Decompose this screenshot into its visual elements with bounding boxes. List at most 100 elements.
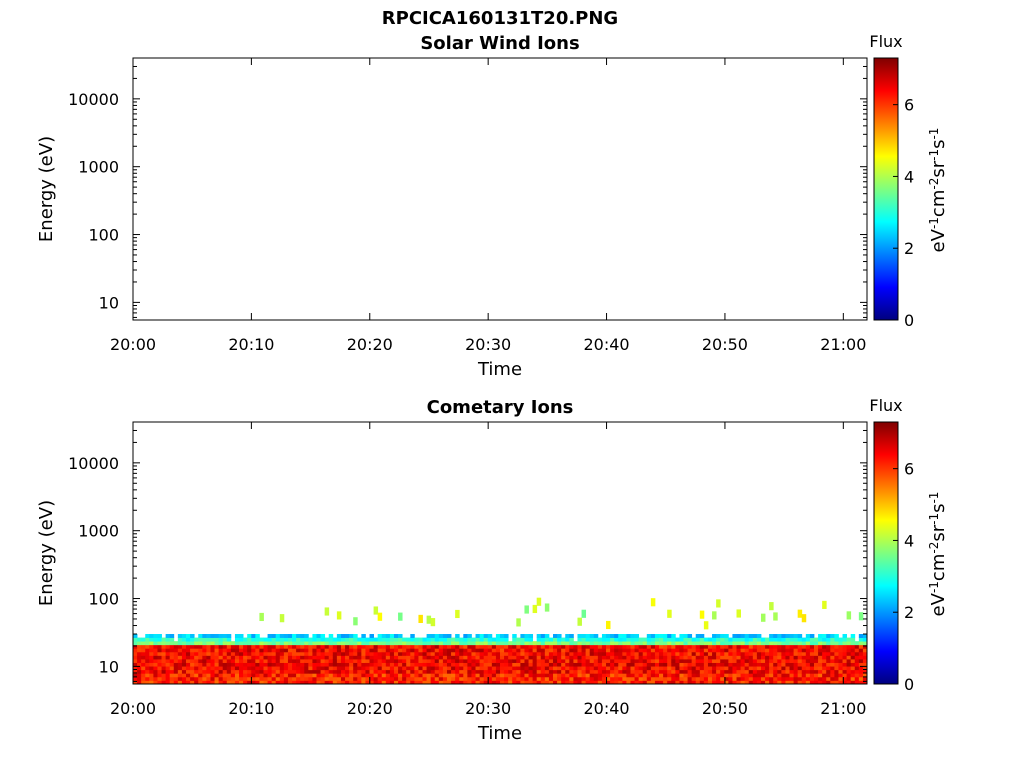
spectrogram-cell [589, 634, 595, 638]
spectrogram-cell [569, 651, 574, 656]
spectrogram-cell [544, 659, 550, 663]
spectrogram-cell [226, 662, 232, 667]
spectrogram-cell [479, 648, 485, 653]
spectrogram-cell [773, 673, 778, 678]
spectrogram-cell [349, 666, 354, 671]
spectrogram-cell [296, 641, 301, 646]
spectrogram-cell [455, 648, 460, 653]
spectrogram-cell [467, 644, 472, 649]
spectrogram-cell [557, 655, 562, 660]
spectrogram-cell [186, 637, 191, 642]
spectrogram-cell [206, 641, 211, 646]
spectrogram-cell [789, 634, 794, 638]
spectrogram-cell [206, 655, 211, 660]
spectrogram-cell [687, 676, 693, 681]
spectrogram-cell [581, 669, 587, 674]
spectrogram-cell [818, 659, 823, 663]
spectrogram-cell [149, 637, 154, 642]
spectrogram-cell [720, 648, 725, 653]
spectrogram-cell [622, 680, 627, 685]
spectrogram-cell [650, 648, 656, 653]
spectrogram-cell [442, 666, 448, 671]
spectrogram-cell [483, 673, 489, 678]
spectrogram-cell [516, 676, 521, 681]
spectrogram-cell [312, 655, 317, 660]
spectrogram-cell [610, 648, 615, 653]
spectrogram-cell [818, 637, 823, 642]
spectrogram-cell [389, 648, 395, 653]
spectrogram-cell [830, 673, 835, 678]
spectrogram-cell [345, 662, 350, 667]
spectrogram-cell [740, 666, 746, 671]
spectrogram-cell [663, 666, 668, 671]
spectrogram-cell [385, 669, 391, 674]
spectrogram-cell [353, 648, 358, 653]
spectrogram-cell [475, 634, 481, 638]
spectrogram-cell [483, 634, 489, 638]
spectrogram-cell [275, 659, 281, 663]
spectrogram-cell [667, 662, 672, 667]
spectrogram-cell [365, 659, 370, 663]
spectrogram-cell [345, 669, 350, 674]
spectrogram-cell [785, 662, 790, 667]
spectrogram-cell [703, 676, 709, 681]
spectrogram-cell [353, 666, 358, 671]
spectrogram-cell [589, 644, 595, 649]
spectrogram-cell [316, 680, 321, 685]
spectrogram-cell [561, 669, 566, 674]
spectrogram-cell [659, 669, 664, 674]
spectrogram-cell [381, 644, 387, 649]
spectrogram-cell [679, 651, 684, 656]
spectrogram-cell [846, 676, 852, 681]
spectrogram-cell [393, 669, 399, 674]
spectrogram-cell [593, 666, 599, 671]
spectrogram-cell [377, 648, 383, 653]
spectrogram-cell [438, 659, 444, 663]
spectrogram-cell [259, 669, 264, 674]
spectrogram-cell [732, 669, 737, 674]
spectrogram-cell [279, 644, 285, 649]
spectrogram-cell [785, 676, 790, 681]
spectrogram-cell [553, 666, 558, 671]
spectrogram-cell [712, 634, 717, 638]
spectrogram-cell [659, 637, 664, 642]
spectrogram-cell [340, 659, 346, 663]
spectrogram-cell [332, 662, 338, 667]
spectrogram-cell [393, 666, 399, 671]
spectrogram-cell [540, 648, 546, 653]
spectrogram-cell [234, 676, 240, 681]
y-tick-label: 1000 [78, 522, 119, 541]
spectrogram-cell [650, 651, 656, 656]
spectrogram-cell [797, 669, 803, 674]
x-tick-label: 20:00 [110, 699, 156, 718]
spectrogram-cell [463, 659, 468, 663]
spectrogram-cell [243, 669, 248, 674]
spectrogram-cell [773, 637, 778, 642]
spectrogram-cell [785, 644, 790, 649]
spectrogram-cell [349, 641, 354, 646]
spectrogram-cell [500, 634, 505, 638]
spectrogram-cell [512, 648, 517, 653]
spectrogram-cell [455, 641, 460, 646]
spectrogram-cell [230, 662, 236, 667]
spectrogram-cell [218, 637, 224, 642]
spectrogram-cell [785, 648, 790, 653]
spectrogram-cell [267, 680, 273, 685]
spectrogram-cell [410, 648, 415, 653]
spectrogram-cell [422, 641, 427, 646]
spectrogram-cell [512, 651, 517, 656]
spectrogram-cell [292, 634, 297, 638]
spectrogram-cell [736, 680, 741, 685]
spectrogram-cell [671, 648, 676, 653]
spectrogram-cell [500, 666, 505, 671]
spectrogram-cell [785, 641, 790, 646]
spectrogram-cell [724, 634, 729, 638]
spectrogram-cell [145, 651, 150, 656]
spectrogram-cell [777, 662, 782, 667]
spectrogram-cell-sparse [373, 606, 379, 615]
spectrogram-cell [324, 655, 330, 660]
spectrogram-cell [190, 651, 195, 656]
spectrogram-cell [467, 637, 472, 642]
spectrogram-cell [251, 651, 256, 656]
spectrogram-cell [577, 655, 582, 660]
